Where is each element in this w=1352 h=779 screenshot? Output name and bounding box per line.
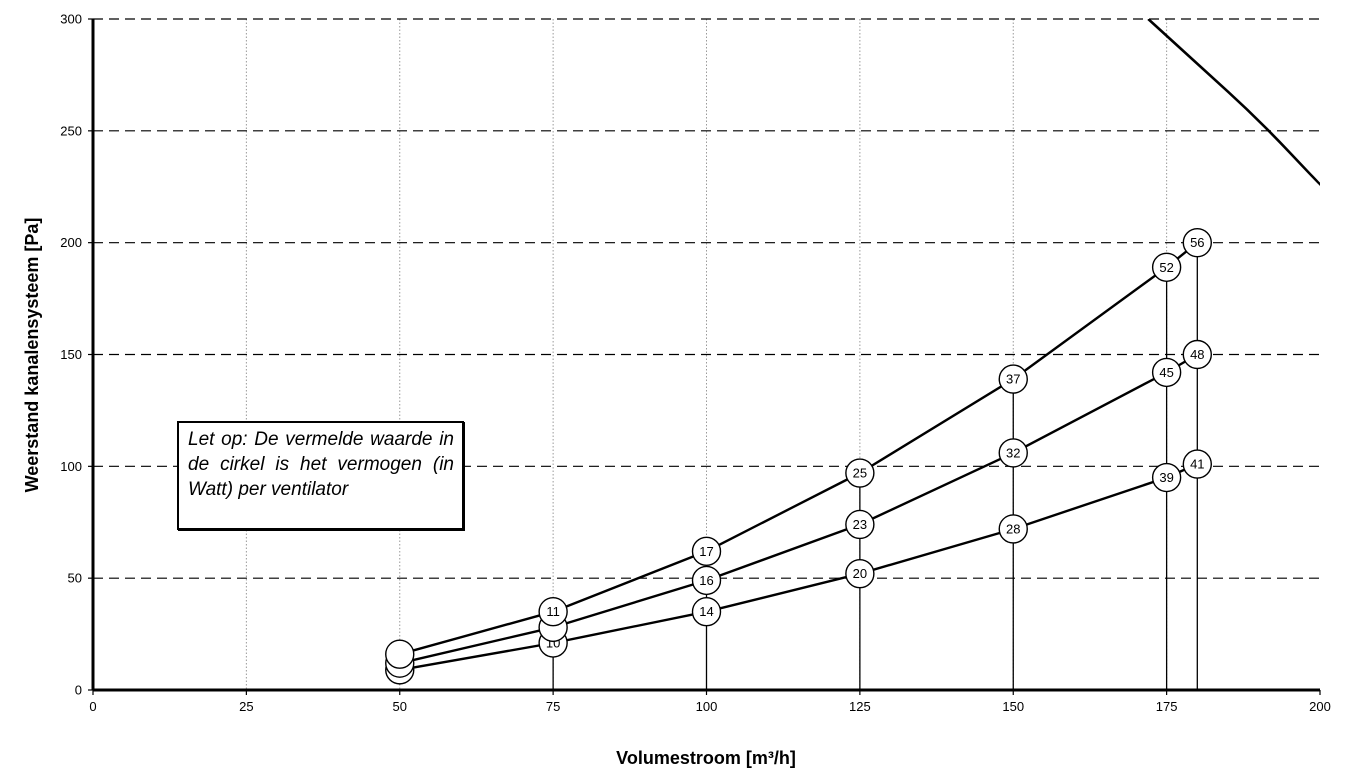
x-tick-label: 100 (696, 699, 718, 714)
markers: 71014202839411623324548111725375256 (385, 227, 1213, 685)
y-tick-label: 200 (60, 235, 82, 250)
tick-labels: 0 25 50 75 100 125 150 175 200 0 50 100 150 200 250 300 (60, 12, 1331, 715)
note-box: Let op: De vermelde waarde in de cirkel … (177, 421, 464, 530)
data-point-marker (845, 558, 875, 589)
data-point-label: 37 (1006, 372, 1020, 387)
y-tick-label: 300 (60, 12, 82, 27)
data-point-marker (1151, 357, 1182, 388)
x-tick-label: 150 (1002, 699, 1024, 714)
data-point-label: 16 (699, 573, 713, 588)
y-axis-title: Weerstand kanalensysteem [Pa] (22, 218, 42, 493)
axes (88, 18, 1321, 695)
data-point-label: 32 (1006, 445, 1020, 460)
y-tick-label: 0 (75, 683, 82, 698)
limit-curve (1147, 19, 1320, 186)
data-point-marker (538, 597, 568, 627)
series-line-1 (399, 241, 1199, 656)
x-tick-label: 75 (546, 699, 560, 714)
x-tick-label: 0 (89, 699, 96, 714)
data-point-label: 41 (1190, 457, 1204, 472)
data-point-marker (1151, 462, 1182, 493)
y-tick-label: 100 (60, 459, 82, 474)
data-point-marker (691, 597, 722, 627)
x-tick-label: 200 (1309, 699, 1331, 714)
data-point-label: 23 (853, 517, 867, 532)
data-point-marker (998, 364, 1028, 394)
series-line-3 (399, 463, 1198, 672)
data-point-marker (1182, 227, 1213, 258)
series-lines (399, 241, 1199, 672)
data-point-label: 25 (853, 466, 867, 481)
data-point-marker (998, 438, 1028, 468)
x-tick-label: 50 (393, 699, 407, 714)
data-point-marker (691, 536, 722, 567)
data-point-label: 20 (853, 566, 867, 581)
data-point-label: 52 (1159, 260, 1173, 275)
data-point-marker (845, 509, 875, 540)
data-point-marker (691, 565, 722, 596)
data-point-label: 48 (1190, 347, 1204, 362)
data-point-marker (845, 458, 875, 488)
data-point-marker (998, 514, 1028, 544)
x-tick-label: 25 (239, 699, 253, 714)
data-point-label: 11 (546, 604, 560, 619)
data-point-label: 45 (1159, 365, 1173, 380)
data-point-marker (385, 639, 415, 669)
x-tick-label: 175 (1156, 699, 1178, 714)
series-line-2 (399, 353, 1198, 665)
x-tick-label: 125 (849, 699, 871, 714)
limit-curve-line (1147, 19, 1320, 186)
data-point-marker (1182, 449, 1213, 479)
data-point-label: 14 (699, 604, 713, 619)
x-axis-title: Volumestroom [m³/h] (616, 748, 796, 768)
data-point-label: 17 (699, 544, 713, 559)
y-tick-label: 250 (60, 123, 82, 138)
data-point-label: 39 (1159, 470, 1173, 485)
y-tick-label: 150 (60, 347, 82, 362)
data-point-label: 28 (1006, 521, 1020, 536)
data-point-marker (1182, 339, 1213, 370)
data-point-marker (1151, 252, 1182, 282)
data-point-label: 56 (1190, 235, 1204, 250)
y-tick-label: 50 (68, 571, 82, 586)
